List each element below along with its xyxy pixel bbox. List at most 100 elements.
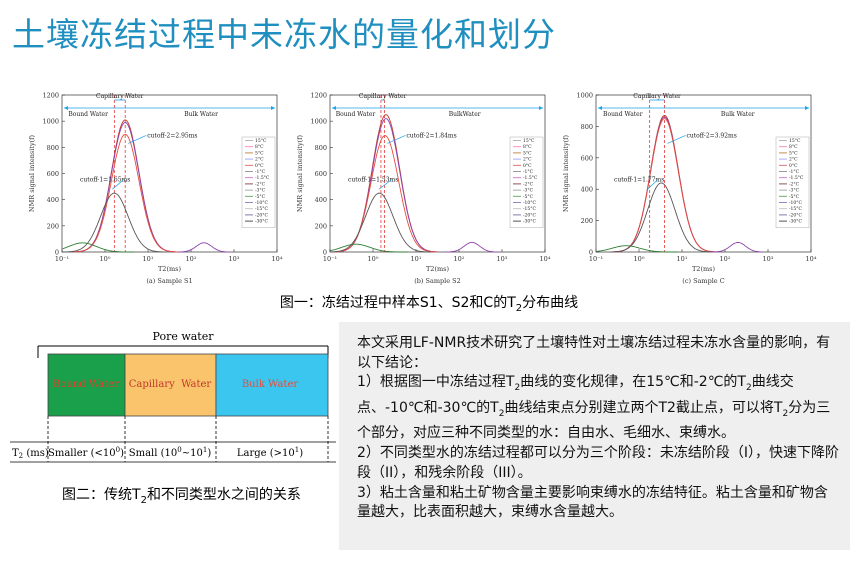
conclusion-point-1: 1）根据图一中冻结过程T2曲线的变化规律，在15℃和-2℃的T2曲线交点、-10…: [357, 374, 831, 442]
legend-item: -1.5°C: [789, 175, 804, 181]
legend-item: -1.5°C: [255, 175, 270, 181]
y-tick-label: 1000: [42, 118, 59, 126]
series-curve-bulk-bump: [446, 241, 498, 253]
region-label-capillary: Capillary Water: [359, 93, 407, 100]
legend-item: 2°C: [789, 157, 798, 163]
legend-item: 15°C: [789, 138, 801, 144]
chart-c-svg: 0 200 400 600 800 1000 10⁻¹ 10⁰ 10¹ 10² 10³ 10⁴ NMR …: [562, 92, 817, 286]
cutoff-1-pointer: [647, 179, 659, 190]
cutoff-2-label: cutoff-2=3.92ms: [687, 132, 737, 139]
conclusion-point-3: 3）粘土含量和粘土矿物含量主要影响束缚水的冻结特征。粘土含量和矿物含量越大，比表…: [357, 484, 828, 521]
legend-item: -1°C: [789, 169, 800, 175]
x-tick-label: 10³: [763, 255, 774, 263]
x-axis-label: T2(ms): [158, 265, 182, 273]
x-tick-label: 10¹: [411, 255, 422, 263]
legend-item: 2°C: [255, 157, 264, 163]
x-tick-label: 10⁻¹: [589, 255, 604, 263]
legend-item: -15°C: [789, 206, 802, 212]
legend-item: -10°C: [789, 200, 802, 206]
cutoff-2-pointer: [387, 135, 406, 144]
figure1-caption-a: 图一：冻结过程中样本S1、S2和C的T: [279, 295, 516, 311]
legend-item: -30°C: [789, 219, 802, 225]
cutoff-2-pointer: [667, 135, 686, 144]
region-arrow-left: [64, 106, 68, 110]
y-axis-label: NMR signal intensity(f): [562, 134, 570, 212]
legend-item: -1°C: [255, 169, 266, 175]
legend-item: -10°C: [523, 200, 536, 206]
region-arrow-left: [332, 106, 336, 110]
legend-item: -20°C: [255, 212, 268, 218]
conclusion-intro: 本文采用LF-NMR技术研究了土壤特性对土壤冻结过程未冻水含量的影响，有以下结论…: [357, 335, 831, 371]
y-tick-label: 1200: [42, 92, 59, 100]
x-tick-label: 10³: [229, 255, 240, 263]
x-tick-label: 10²: [186, 255, 197, 263]
chart-s2-svg: 0 200 400 600 800 1000 1200 10⁻¹ 10⁰ 10¹ 10² 10³ 10⁴…: [296, 92, 551, 286]
legend-item: -20°C: [523, 212, 536, 218]
chart-sample-c: 0 200 400 600 800 1000 10⁻¹ 10⁰ 10¹ 10² 10³ 10⁴ NMR …: [556, 80, 818, 290]
y-tick-label: 600: [315, 170, 327, 178]
chart-sample-s2: 0 200 400 600 800 1000 1200 10⁻¹ 10⁰ 10¹ 10² 10³ 10⁴…: [290, 80, 552, 290]
y-tick-label: 400: [315, 196, 327, 204]
bound-water-label: Bound Water: [53, 379, 119, 390]
legend-box: [509, 136, 544, 229]
bound-water-range: Smaller (<100): [48, 446, 124, 459]
region-label-bulk: Bulk Water: [721, 111, 755, 118]
chart-subtitle: (c) Sample C: [682, 277, 724, 285]
legend-item: 15°C: [523, 138, 535, 144]
legend-item: 8°C: [789, 144, 798, 150]
x-tick-label: 10⁰: [368, 255, 379, 263]
legend-item: 5°C: [255, 150, 264, 156]
legend-item: -5°C: [789, 194, 800, 200]
conclusion-point-2: 2）不同类型水的冻结过程都可以分为三个阶段：未冻结阶段（I），快速下降阶段（II…: [357, 445, 840, 481]
cutoff-1-pointer: [112, 179, 125, 190]
pore-water-diagram: Pore water Bound Water Capillary Water B…: [10, 330, 336, 463]
legend-item: -20°C: [789, 212, 802, 218]
y-tick-label: 400: [47, 196, 59, 204]
y-tick-label: 1200: [310, 92, 327, 100]
chart-s1-svg: 0 200 400 600 800 1000 1200 10⁻¹ 10⁰ 10¹ 10² 10³ 10⁴…: [28, 92, 283, 286]
x-tick-label: 10²: [720, 255, 731, 263]
series-curve-bulk-bump: [712, 241, 764, 253]
x-tick-label: 10³: [497, 255, 508, 263]
series-curve: [62, 192, 166, 253]
legend-item: -30°C: [255, 219, 268, 225]
cutoff-1-label: cutoff-1=1.53ms: [348, 176, 398, 183]
figure2-caption-a: 图二：传统T: [62, 487, 141, 503]
region-label-bound: Bound Water: [336, 111, 376, 118]
legend-item: -15°C: [523, 206, 536, 212]
y-tick-label: 0: [589, 249, 593, 257]
pore-water-label: Pore water: [152, 330, 214, 343]
series-curve-bulk-bump: [178, 242, 230, 253]
region-arrow-right: [539, 106, 543, 110]
cutoff-1-pointer: [378, 179, 393, 190]
cutoff-2-label: cutoff-2=1.84ms: [406, 132, 456, 139]
chart-subtitle: (b) Sample S2: [414, 277, 461, 285]
page-title: 土壤冻结过程中未冻水的量化和划分: [12, 15, 556, 54]
x-axis-label: T2(ms): [426, 265, 450, 273]
figure2-caption-b: 和不同类型水之间的关系: [146, 487, 301, 503]
bound-water-box: [47, 353, 126, 417]
legend-item: 5°C: [789, 150, 798, 156]
figure2-caption-sub: 2: [140, 494, 147, 506]
capillary-water-box: [124, 353, 217, 417]
series-curve: [62, 242, 135, 253]
legend-item: 0°C: [255, 163, 264, 169]
y-axis-label: NMR signal intensity(f): [28, 134, 36, 212]
y-tick-label: 0: [55, 249, 59, 257]
x-tick-label: 10⁻¹: [55, 255, 70, 263]
cutoff-2-label: cutoff-2=2.95ms: [147, 132, 197, 139]
legend-box: [775, 136, 810, 229]
series-curve: [330, 192, 431, 253]
region-label-bulk: Bulk Water: [184, 111, 218, 118]
region-arrow-right: [805, 106, 809, 110]
x-tick-label: 10⁰: [100, 255, 111, 263]
legend-item: -2°C: [523, 181, 534, 187]
chart-subtitle: (a) Sample S1: [146, 277, 192, 285]
region-label-capillary: Capillary Water: [96, 93, 144, 100]
y-tick-label: 1000: [310, 118, 327, 126]
legend-item: -3°C: [255, 188, 266, 194]
bulk-water-label: Bulk Water: [242, 379, 299, 390]
x-axis-label: T2(ms): [692, 265, 716, 273]
figure2-caption: 图二：传统T2和不同类型水之间的关系: [62, 484, 301, 506]
x-tick-label: 10⁴: [540, 255, 551, 263]
